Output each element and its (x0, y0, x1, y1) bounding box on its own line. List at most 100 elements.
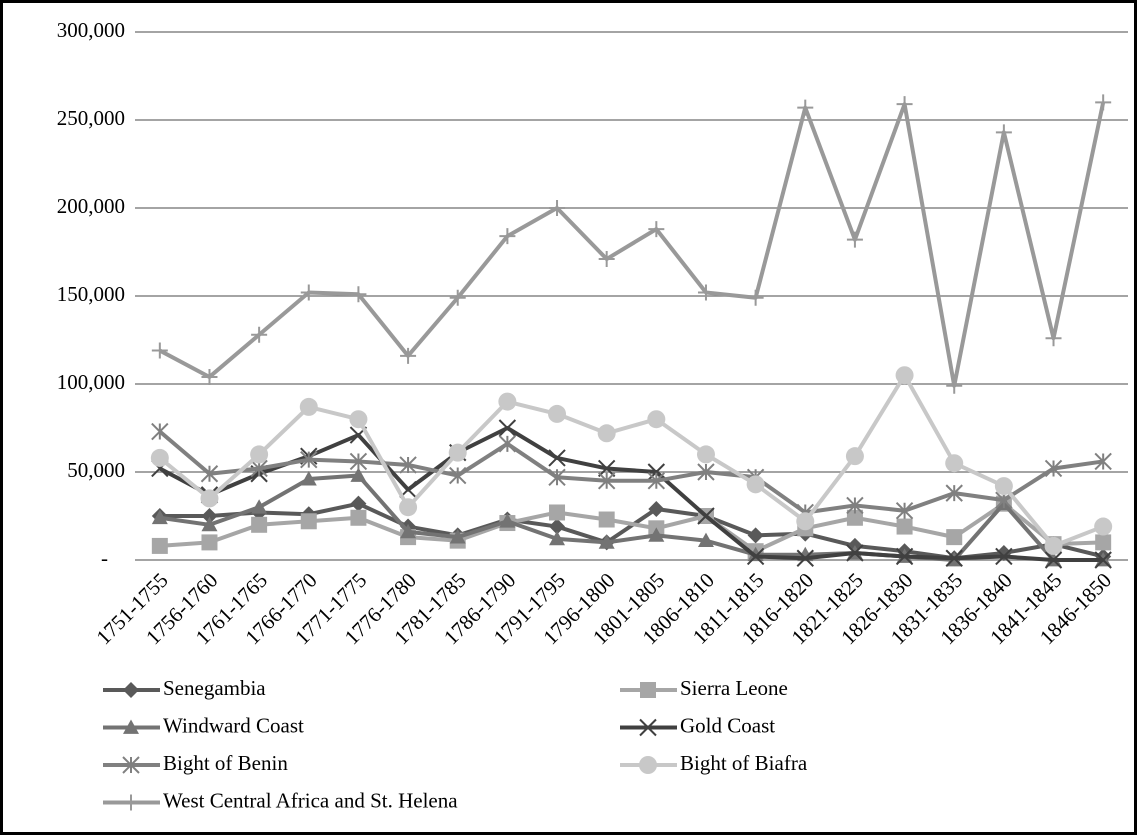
data-point (549, 518, 566, 535)
data-point (201, 534, 218, 551)
data-point (994, 477, 1013, 496)
y-tick-label: 150,000 (57, 282, 125, 306)
data-point (1044, 459, 1063, 478)
data-point (349, 410, 368, 429)
data-point (150, 448, 169, 467)
data-point (945, 454, 964, 473)
y-tick-label: 50,000 (67, 458, 125, 482)
data-point (945, 484, 963, 502)
data-point (449, 529, 466, 544)
data-point (1045, 330, 1062, 347)
data-point (151, 422, 169, 441)
data-point (995, 124, 1012, 141)
data-point (895, 366, 914, 385)
y-tick-label: 200,000 (57, 194, 125, 218)
data-point (350, 467, 367, 482)
data-point (598, 251, 615, 268)
data-point (697, 532, 714, 548)
data-point (1094, 551, 1112, 569)
data-point (697, 507, 715, 525)
data-point (549, 530, 566, 546)
data-point (200, 465, 219, 483)
legend-marker (640, 682, 656, 698)
data-point (548, 468, 566, 486)
data-point (648, 221, 665, 238)
y-tick-label: 100,000 (57, 370, 125, 394)
data-point (697, 463, 715, 481)
data-point (201, 508, 218, 524)
data-point (400, 347, 417, 364)
data-point (846, 544, 864, 562)
data-point (797, 99, 814, 116)
data-point (598, 511, 615, 528)
data-point (746, 475, 765, 494)
data-point (151, 342, 168, 359)
data-point (796, 549, 814, 567)
data-point (151, 537, 168, 554)
data-point (597, 424, 616, 443)
data-point (201, 516, 218, 532)
series-line (158, 429, 1104, 515)
data-point (548, 404, 567, 423)
data-point (251, 326, 268, 343)
y-tick-label: 250,000 (57, 106, 125, 130)
series-line (158, 101, 1106, 388)
legend-marker (122, 756, 140, 774)
data-point (647, 410, 666, 429)
legend-marker (639, 718, 657, 737)
data-point (499, 228, 516, 245)
data-point (399, 498, 418, 517)
legend-marker (123, 794, 139, 811)
data-point (251, 499, 268, 514)
data-point (350, 286, 367, 303)
data-point (597, 472, 616, 490)
data-point (1044, 536, 1063, 555)
data-point (647, 463, 666, 481)
data-point (747, 289, 764, 306)
data-point (1094, 517, 1113, 536)
legend-label: West Central Africa and St. Helena (163, 788, 458, 812)
data-point (201, 368, 218, 385)
data-point (647, 472, 666, 490)
data-point (697, 284, 714, 301)
data-point (300, 450, 318, 469)
data-point (946, 377, 963, 394)
data-point (846, 231, 863, 248)
data-point (1095, 534, 1112, 551)
series-line (159, 501, 1104, 554)
data-point (498, 419, 517, 437)
data-point (549, 504, 566, 521)
data-point (400, 523, 417, 539)
data-point (1095, 94, 1112, 111)
data-point (300, 513, 317, 530)
data-point (251, 516, 268, 533)
data-point (648, 500, 665, 517)
data-point (597, 459, 616, 478)
data-point (796, 512, 815, 531)
data-point (548, 449, 566, 467)
data-point (1094, 452, 1112, 471)
data-point (846, 509, 863, 526)
data-point (1044, 551, 1063, 569)
data-point (350, 495, 367, 512)
data-point (746, 547, 765, 566)
data-point (299, 397, 318, 416)
data-point (349, 452, 368, 471)
data-point (449, 289, 466, 306)
data-point (747, 527, 764, 544)
legend-label: Sierra Leone (680, 676, 788, 700)
y-tick-label: - (101, 546, 108, 570)
data-point (896, 96, 913, 113)
data-point (549, 200, 566, 216)
data-point (200, 489, 219, 508)
legend-marker (123, 682, 139, 698)
legend-label: Bight of Benin (163, 751, 288, 775)
data-point (399, 456, 417, 474)
legend-label: Bight of Biafra (680, 751, 808, 775)
data-point (895, 502, 914, 520)
data-point (448, 443, 467, 462)
y-tick-label: 300,000 (57, 18, 125, 42)
data-point (648, 527, 665, 542)
